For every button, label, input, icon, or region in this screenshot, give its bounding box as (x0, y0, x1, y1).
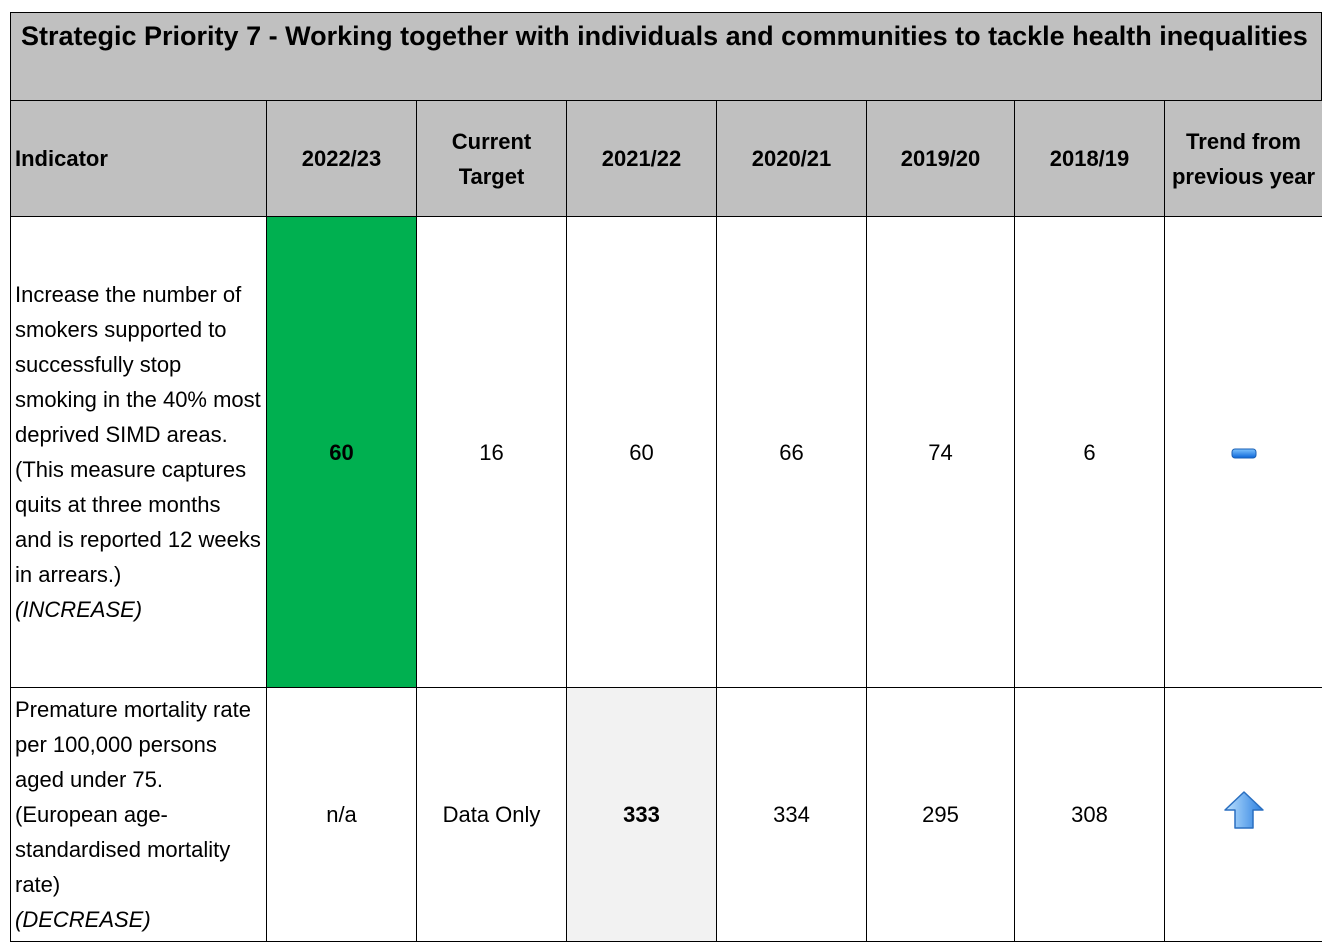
column-header: 2022/23 (267, 101, 417, 217)
header-row: Indicator 2022/23 Current Target 2021/22… (11, 101, 1322, 217)
column-header: 2018/19 (1015, 101, 1165, 217)
indicator-text: Premature mortality rate per 100,000 per… (15, 697, 251, 897)
column-header: 2021/22 (567, 101, 717, 217)
value-cell: 60 (567, 217, 717, 688)
trend-cell (1165, 688, 1322, 942)
value-cell: 334 (717, 688, 867, 942)
value-cell: Data Only (417, 688, 567, 942)
trend-up-icon (1223, 790, 1265, 830)
column-header: Trend from previous year (1165, 101, 1322, 217)
value-cell: 60 (267, 217, 417, 688)
section-title: Strategic Priority 7 - Working together … (10, 12, 1322, 100)
value-cell: 295 (867, 688, 1015, 942)
report-panel: Strategic Priority 7 - Working together … (10, 12, 1322, 942)
value-cell: 16 (417, 217, 567, 688)
column-header: Current Target (417, 101, 567, 217)
trend-same-icon (1231, 448, 1257, 460)
column-header: Indicator (11, 101, 267, 217)
direction: (INCREASE) (15, 597, 142, 622)
value-cell: 74 (867, 217, 1015, 688)
indicator-table: Indicator 2022/23 Current Target 2021/22… (10, 100, 1322, 942)
table-row: Increase the number of smokers supported… (11, 217, 1322, 688)
value-cell: n/a (267, 688, 417, 942)
trend-cell (1165, 217, 1322, 688)
column-header: 2020/21 (717, 101, 867, 217)
value-cell: 6 (1015, 217, 1165, 688)
indicator-text: Increase the number of smokers supported… (15, 282, 261, 587)
table-row: Premature mortality rate per 100,000 per… (11, 688, 1322, 942)
indicator-cell: Premature mortality rate per 100,000 per… (11, 688, 267, 942)
indicator-cell: Increase the number of smokers supported… (11, 217, 267, 688)
direction: (DECREASE) (15, 907, 151, 932)
value-cell: 333 (567, 688, 717, 942)
value-cell: 66 (717, 217, 867, 688)
value-cell: 308 (1015, 688, 1165, 942)
column-header: 2019/20 (867, 101, 1015, 217)
